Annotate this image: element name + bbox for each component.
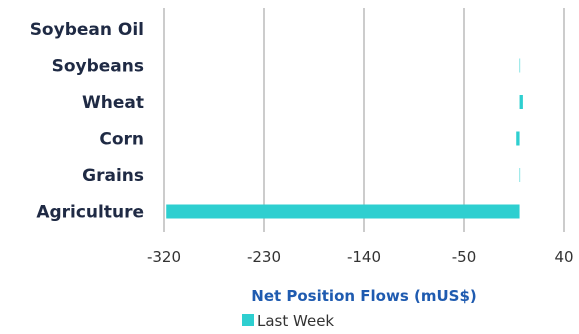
x-tick-label: -50 [452,248,477,266]
legend-label: Last Week [257,312,334,330]
x-tick-labels: -320 -230 -140 -50 40 [147,248,574,266]
category-label: Soybeans [52,57,144,77]
bar-wheat [519,95,523,109]
bar-corn [516,131,520,146]
category-label: Soybean Oil [30,20,144,40]
x-axis-title: Net Position Flows (mUS$) [251,287,476,305]
legend-swatch [242,314,254,326]
bar-agriculture [166,204,520,219]
x-tick-label: 40 [554,248,573,266]
category-label: Agriculture [36,203,144,223]
category-label: Grains [82,166,144,186]
legend: Last Week [242,312,334,330]
category-label: Wheat [82,93,144,113]
gridlines [163,8,565,232]
bars [166,58,523,219]
category-label: Corn [99,130,144,150]
x-tick-label: -140 [347,248,381,266]
x-tick-label: -320 [147,248,181,266]
bar-soybeans [519,58,521,73]
bar-grains [519,168,521,182]
x-tick-label: -230 [247,248,281,266]
category-labels: Soybean Oil Soybeans Wheat Corn Grains Agricu… [30,20,144,223]
